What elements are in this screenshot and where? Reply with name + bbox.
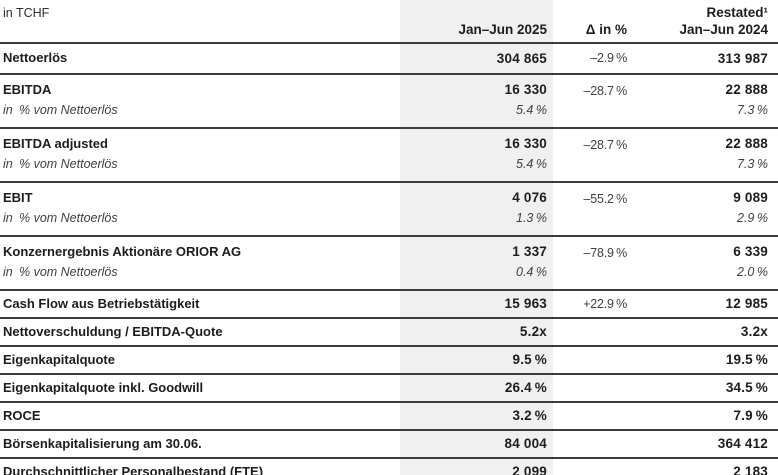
row-label: in % vom Nettoerlös bbox=[0, 209, 400, 237]
value-delta: –28.7 % bbox=[583, 83, 628, 98]
row-label: EBIT bbox=[3, 190, 33, 206]
column-header-2025-label: Jan–Jun 2025 bbox=[458, 22, 547, 37]
value-delta bbox=[553, 346, 628, 375]
table-row: Konzernergebnis Aktionäre ORIOR AG 1 337… bbox=[0, 236, 778, 263]
value-2025: 5.4 % bbox=[400, 155, 553, 183]
table-row: Durchschnittlicher Personalbestand (FTE)… bbox=[0, 458, 778, 475]
column-header-delta: Δ in % bbox=[553, 0, 628, 44]
value-delta bbox=[553, 430, 628, 459]
table-row: in % vom Nettoerlös 0.4 % 2.0 % bbox=[0, 263, 778, 291]
value-delta: –2.9 % bbox=[553, 43, 628, 75]
value-2024: 2.0 % bbox=[628, 263, 778, 291]
row-label: Nettoerlös bbox=[0, 43, 400, 75]
value-2024: 7.9 % bbox=[628, 402, 778, 431]
value-delta: –55.2 % bbox=[583, 191, 628, 206]
value-delta bbox=[553, 155, 628, 183]
value-2025: 1 337 bbox=[400, 236, 553, 263]
column-header-restated-label: Restated¹ bbox=[706, 5, 768, 20]
value-2025: 15 963 bbox=[400, 290, 553, 319]
row-label: EBITDA bbox=[3, 82, 52, 98]
value-2024: 313 987 bbox=[628, 43, 778, 75]
value-2025: 0.4 % bbox=[400, 263, 553, 291]
table-row: EBIT 4 076 –55.2 % 9 089 bbox=[0, 182, 778, 209]
value-2024: 364 412 bbox=[628, 430, 778, 459]
value-2025: 3.2 % bbox=[400, 402, 553, 431]
row-label: Eigenkapitalquote inkl. Goodwill bbox=[0, 374, 400, 403]
value-2025: 5.4 % bbox=[400, 101, 553, 129]
row-label: in % vom Nettoerlös bbox=[0, 155, 400, 183]
table-row: ROCE 3.2 % 7.9 % bbox=[0, 402, 778, 431]
value-2025: 1.3 % bbox=[400, 209, 553, 237]
value-delta: –78.9 % bbox=[583, 245, 628, 260]
row-label: Eigenkapitalquote bbox=[0, 346, 400, 375]
value-2024: 9 089 bbox=[733, 190, 768, 206]
value-delta bbox=[553, 402, 628, 431]
table-row: Eigenkapitalquote 9.5 % 19.5 % bbox=[0, 346, 778, 375]
value-delta bbox=[553, 374, 628, 403]
value-delta bbox=[553, 263, 628, 291]
value-2024: 34.5 % bbox=[628, 374, 778, 403]
table-row: Nettoverschuldung / EBITDA-Quote 5.2x 3.… bbox=[0, 318, 778, 347]
table-row: in % vom Nettoerlös 5.4 % 7.3 % bbox=[0, 155, 778, 183]
table-row: Eigenkapitalquote inkl. Goodwill 26.4 % … bbox=[0, 374, 778, 403]
column-header-2024: Restated¹ Jan–Jun 2024 bbox=[628, 0, 778, 44]
value-2025: 9.5 % bbox=[400, 346, 553, 375]
value-2025: 26.4 % bbox=[400, 374, 553, 403]
value-2025: 4 076 bbox=[400, 182, 553, 209]
value-2024: 6 339 bbox=[733, 244, 768, 260]
value-delta bbox=[553, 318, 628, 347]
row-label: Konzernergebnis Aktionäre ORIOR AG bbox=[3, 244, 242, 260]
row-label: Durchschnittlicher Personalbestand (FTE) bbox=[0, 458, 400, 475]
table-row: Nettoerlös 304 865 –2.9 % 313 987 bbox=[0, 43, 778, 75]
column-header-2024-label: Jan–Jun 2024 bbox=[679, 22, 768, 37]
table-row: in % vom Nettoerlös 5.4 % 7.3 % bbox=[0, 101, 778, 129]
value-2024: 22 888 bbox=[725, 136, 768, 152]
value-delta: +22.9 % bbox=[553, 290, 628, 319]
row-label: ROCE bbox=[0, 402, 400, 431]
row-label: Börsenkapitalisierung am 30.06. bbox=[0, 430, 400, 459]
value-delta bbox=[553, 458, 628, 475]
value-2025: 84 004 bbox=[400, 430, 553, 459]
unit-label: in TCHF bbox=[0, 0, 400, 44]
row-label: in % vom Nettoerlös bbox=[0, 263, 400, 291]
value-2025: 304 865 bbox=[400, 43, 553, 75]
value-2024: 7.3 % bbox=[628, 155, 778, 183]
row-label: EBITDA adjusted bbox=[3, 136, 108, 152]
column-header-delta-label: Δ in % bbox=[585, 22, 627, 37]
column-header-2025: Jan–Jun 2025 bbox=[400, 0, 553, 44]
value-2024: 12 985 bbox=[628, 290, 778, 319]
table-row: Cash Flow aus Betriebstätigkeit 15 963 +… bbox=[0, 290, 778, 319]
value-delta: –28.7 % bbox=[583, 137, 628, 152]
value-2025: 16 330 bbox=[400, 74, 553, 101]
value-delta bbox=[553, 209, 628, 237]
table-row: in % vom Nettoerlös 1.3 % 2.9 % bbox=[0, 209, 778, 237]
table-header-row: in TCHF Jan–Jun 2025 Δ in % Restated¹ Ja… bbox=[0, 0, 778, 44]
value-2024: 3.2x bbox=[628, 318, 778, 347]
row-label: in % vom Nettoerlös bbox=[0, 101, 400, 129]
row-label: Nettoverschuldung / EBITDA-Quote bbox=[0, 318, 400, 347]
row-label: Cash Flow aus Betriebstätigkeit bbox=[0, 290, 400, 319]
value-2024: 7.3 % bbox=[628, 101, 778, 129]
table-row: EBITDA adjusted 16 330 –28.7 % 22 888 bbox=[0, 128, 778, 155]
value-2024: 2.9 % bbox=[628, 209, 778, 237]
table-row: EBITDA 16 330 –28.7 % 22 888 bbox=[0, 74, 778, 101]
value-delta bbox=[553, 101, 628, 129]
value-2024: 19.5 % bbox=[628, 346, 778, 375]
value-2024: 2 183 bbox=[628, 458, 778, 475]
value-2025: 16 330 bbox=[400, 128, 553, 155]
value-2025: 2 099 bbox=[400, 458, 553, 475]
table-row: Börsenkapitalisierung am 30.06. 84 004 3… bbox=[0, 430, 778, 459]
value-2024: 22 888 bbox=[725, 82, 768, 98]
value-2025: 5.2x bbox=[400, 318, 553, 347]
